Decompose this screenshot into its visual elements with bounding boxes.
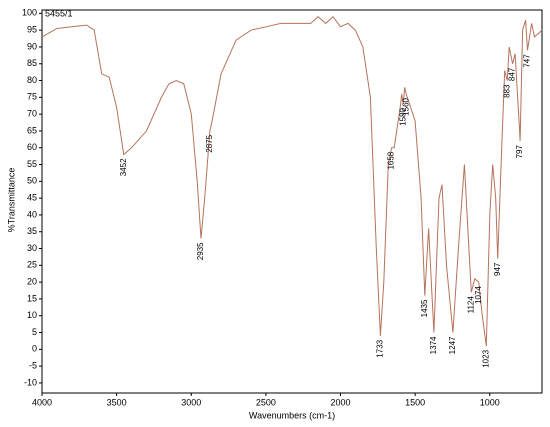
peak-label: 847 xyxy=(508,67,517,81)
peak-label: 1560 xyxy=(401,97,410,115)
peak-label: 797 xyxy=(515,144,524,158)
y-tick-label: 0 xyxy=(32,344,37,354)
peak-label: 1658 xyxy=(387,151,396,169)
y-tick-label: -10 xyxy=(24,377,37,387)
peak-label: 1247 xyxy=(448,336,457,354)
peak-label: 2935 xyxy=(196,242,205,260)
peak-label: 1023 xyxy=(481,349,490,367)
y-tick-label: 95 xyxy=(27,25,37,35)
y-tick-label: 30 xyxy=(27,243,37,253)
peak-label: 747 xyxy=(523,54,532,68)
spectrum-line xyxy=(41,15,543,347)
peak-label: 1733 xyxy=(375,339,384,357)
peak-label: 2875 xyxy=(205,134,214,152)
x-tick-label: 4000 xyxy=(32,397,52,407)
y-tick-label: 100 xyxy=(22,8,37,18)
x-axis-label: Wavenumbers (cm-1) xyxy=(249,410,335,420)
y-tick-label: 5 xyxy=(32,327,37,337)
chart-title: 5455/1 xyxy=(45,8,73,18)
y-tick-label: 50 xyxy=(27,176,37,186)
peak-label: 1580 xyxy=(398,108,407,126)
x-tick-label: 3000 xyxy=(181,397,201,407)
y-tick-label: 40 xyxy=(27,209,37,219)
y-tick-label: 90 xyxy=(27,41,37,51)
y-tick-label: 75 xyxy=(27,92,37,102)
peak-label: 1435 xyxy=(420,299,429,317)
y-tick-label: 60 xyxy=(27,142,37,152)
y-tick-label: -5 xyxy=(29,360,37,370)
y-axis-label: %Transmittance xyxy=(6,168,16,233)
x-tick-label: 3500 xyxy=(107,397,127,407)
y-tick-label: 10 xyxy=(27,310,37,320)
y-tick-label: 35 xyxy=(27,226,37,236)
y-tick-label: 70 xyxy=(27,109,37,119)
y-tick-label: 55 xyxy=(27,159,37,169)
plot-frame xyxy=(41,9,543,394)
y-tick-label: 25 xyxy=(27,260,37,270)
peak-label: 1074 xyxy=(474,286,483,304)
y-tick-label: 15 xyxy=(27,293,37,303)
peak-label: 1374 xyxy=(429,336,438,354)
y-tick-label: 85 xyxy=(27,58,37,68)
x-tick-label: 1500 xyxy=(405,397,425,407)
peak-label: 3452 xyxy=(119,158,128,176)
y-tick-label: 80 xyxy=(27,75,37,85)
y-tick-label: 65 xyxy=(27,125,37,135)
peak-label: 1124 xyxy=(466,296,475,314)
y-tick-label: 20 xyxy=(27,277,37,287)
x-tick-label: 1000 xyxy=(480,397,500,407)
peak-label: 947 xyxy=(493,262,502,276)
y-tick-label: 45 xyxy=(27,193,37,203)
peak-label: 883 xyxy=(502,84,511,98)
x-tick-label: 2500 xyxy=(256,397,276,407)
x-tick-label: 2000 xyxy=(330,397,350,407)
